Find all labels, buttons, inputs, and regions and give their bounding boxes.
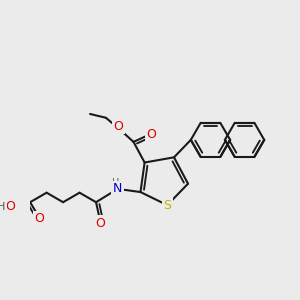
Text: O: O [5,200,15,214]
Text: N: N [113,182,122,195]
Text: O: O [146,128,156,141]
Text: H: H [112,178,120,188]
Text: O: O [95,217,105,230]
Text: H: H [0,202,5,212]
Text: S: S [163,199,171,212]
Text: O: O [113,119,123,133]
Text: O: O [35,212,45,225]
